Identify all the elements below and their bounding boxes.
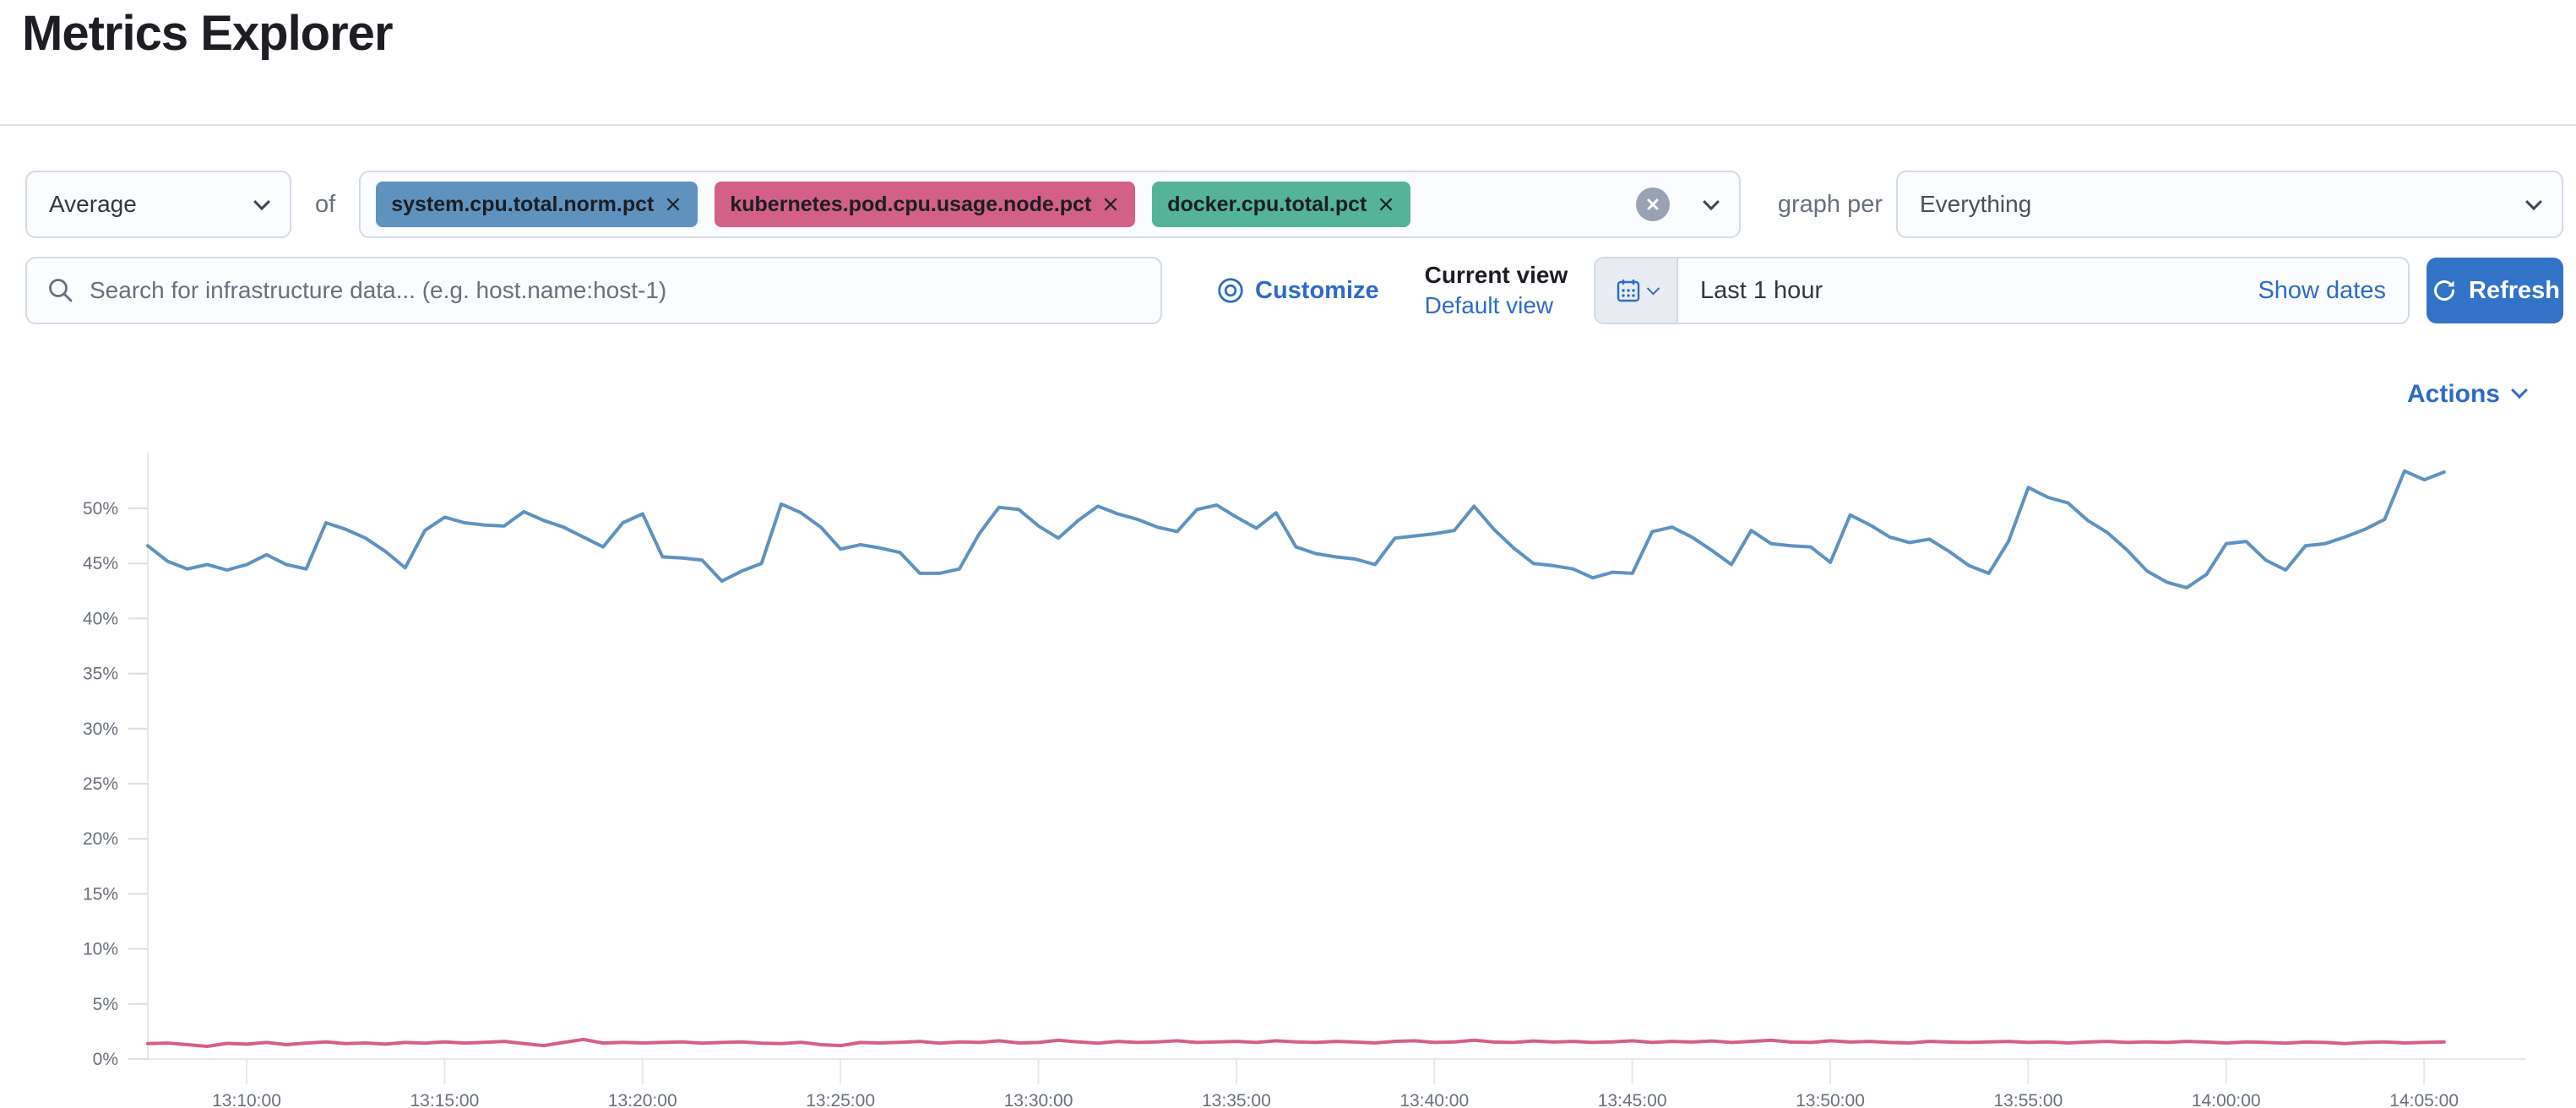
clear-metrics-button[interactable] (1635, 187, 1670, 221)
series-kubernetes.pod.cpu.usage.node.pct (146, 1037, 2446, 1048)
search-toolbar: Customize Current view Default view Last… (25, 257, 2563, 324)
x-tick-label: 13:35:00 (1202, 1091, 1271, 1108)
refresh-label: Refresh (2469, 276, 2560, 304)
chevron-down-icon (2525, 193, 2542, 211)
page-title: Metrics Explorer (22, 6, 394, 61)
aggregation-select[interactable]: Average (25, 171, 291, 238)
search-icon (49, 279, 73, 302)
chevron-down-icon (1646, 281, 1660, 295)
search-input[interactable] (90, 277, 1142, 304)
metric-toolbar: Average of system.cpu.total.norm.pct kub… (25, 171, 2563, 238)
group-by-value: Everything (1920, 191, 2032, 217)
current-view-label: Current view (1424, 262, 1568, 289)
x-tick-label: 13:40:00 (1399, 1091, 1469, 1108)
actions-menu-button[interactable]: Actions (2406, 380, 2528, 409)
calendar-icon (1617, 280, 1639, 302)
chevron-down-icon (2511, 382, 2528, 399)
date-quick-select-button[interactable] (1595, 258, 1678, 323)
show-dates-button[interactable]: Show dates (2258, 276, 2386, 304)
series-system.cpu.total.norm.pct (146, 469, 2446, 589)
metrics-chart[interactable]: 0% 5% 10% 15% 20% 25% 30% 35% 40% 45% 50% 13:10:00 1… (0, 439, 2576, 1108)
clear-icon (1647, 198, 1659, 210)
x-tick-label: 13:55:00 (1994, 1091, 2063, 1108)
x-tick-label: 13:10:00 (212, 1091, 281, 1108)
metric-tag-label: docker.cpu.total.pct (1167, 192, 1367, 216)
y-tick-label: 15% (83, 884, 118, 904)
x-tick-label: 13:30:00 (1004, 1091, 1073, 1108)
x-tick-label: 14:00:00 (2192, 1091, 2261, 1108)
y-tick-label: 35% (83, 665, 118, 684)
remove-metric-icon[interactable] (1101, 195, 1120, 214)
customize-label: Customize (1255, 276, 1379, 304)
graph-per-label: graph per (1777, 190, 1883, 218)
remove-metric-icon[interactable] (1377, 195, 1395, 214)
y-tick-label: 25% (83, 774, 118, 794)
aggregation-value: Average (49, 191, 137, 217)
x-tick-label: 13:20:00 (608, 1091, 677, 1108)
refresh-button[interactable]: Refresh (2427, 258, 2563, 323)
x-tick-label: 13:15:00 (410, 1091, 480, 1108)
date-picker: Last 1 hour Show dates (1594, 257, 2410, 324)
y-tick-label: 30% (83, 720, 118, 739)
default-view-link[interactable]: Default view (1424, 292, 1554, 318)
metric-tag-system-cpu[interactable]: system.cpu.total.norm.pct (376, 182, 698, 227)
customize-eye-icon (1218, 278, 1243, 303)
metric-tag-label: system.cpu.total.norm.pct (391, 192, 655, 216)
y-tick-label: 0% (93, 1050, 118, 1069)
metric-tag-label: kubernetes.pod.cpu.usage.node.pct (730, 192, 1092, 216)
y-tick-label: 20% (83, 829, 118, 849)
x-tick-label: 13:25:00 (806, 1091, 875, 1108)
of-label: of (315, 190, 336, 218)
group-by-select[interactable]: Everything (1896, 171, 2563, 238)
view-switcher: Current view Default view (1425, 260, 1568, 321)
x-tick-label: 14:05:00 (2389, 1091, 2459, 1108)
customize-button[interactable]: Customize (1216, 276, 1379, 305)
metric-tag-docker-cpu[interactable]: docker.cpu.total.pct (1152, 182, 1411, 227)
chevron-down-icon (253, 193, 270, 211)
y-tick-label: 50% (83, 499, 118, 519)
chevron-down-icon[interactable] (1702, 193, 1720, 211)
actions-label: Actions (2406, 380, 2500, 408)
remove-metric-icon[interactable] (664, 195, 682, 214)
metric-tag-kubernetes-pod-cpu[interactable]: kubernetes.pod.cpu.usage.node.pct (715, 182, 1136, 227)
search-input-wrapper[interactable] (25, 257, 1162, 324)
y-tick-label: 40% (83, 609, 118, 628)
time-range-value[interactable]: Last 1 hour (1700, 276, 1823, 304)
header-divider (0, 124, 2576, 126)
x-tick-label: 13:50:00 (1796, 1091, 1865, 1108)
x-tick-label: 13:45:00 (1598, 1091, 1667, 1108)
metrics-combobox[interactable]: system.cpu.total.norm.pct kubernetes.pod… (359, 171, 1741, 238)
refresh-icon (2434, 280, 2455, 301)
y-tick-label: 45% (83, 554, 118, 573)
y-tick-label: 10% (83, 940, 118, 959)
y-tick-label: 5% (93, 995, 118, 1014)
